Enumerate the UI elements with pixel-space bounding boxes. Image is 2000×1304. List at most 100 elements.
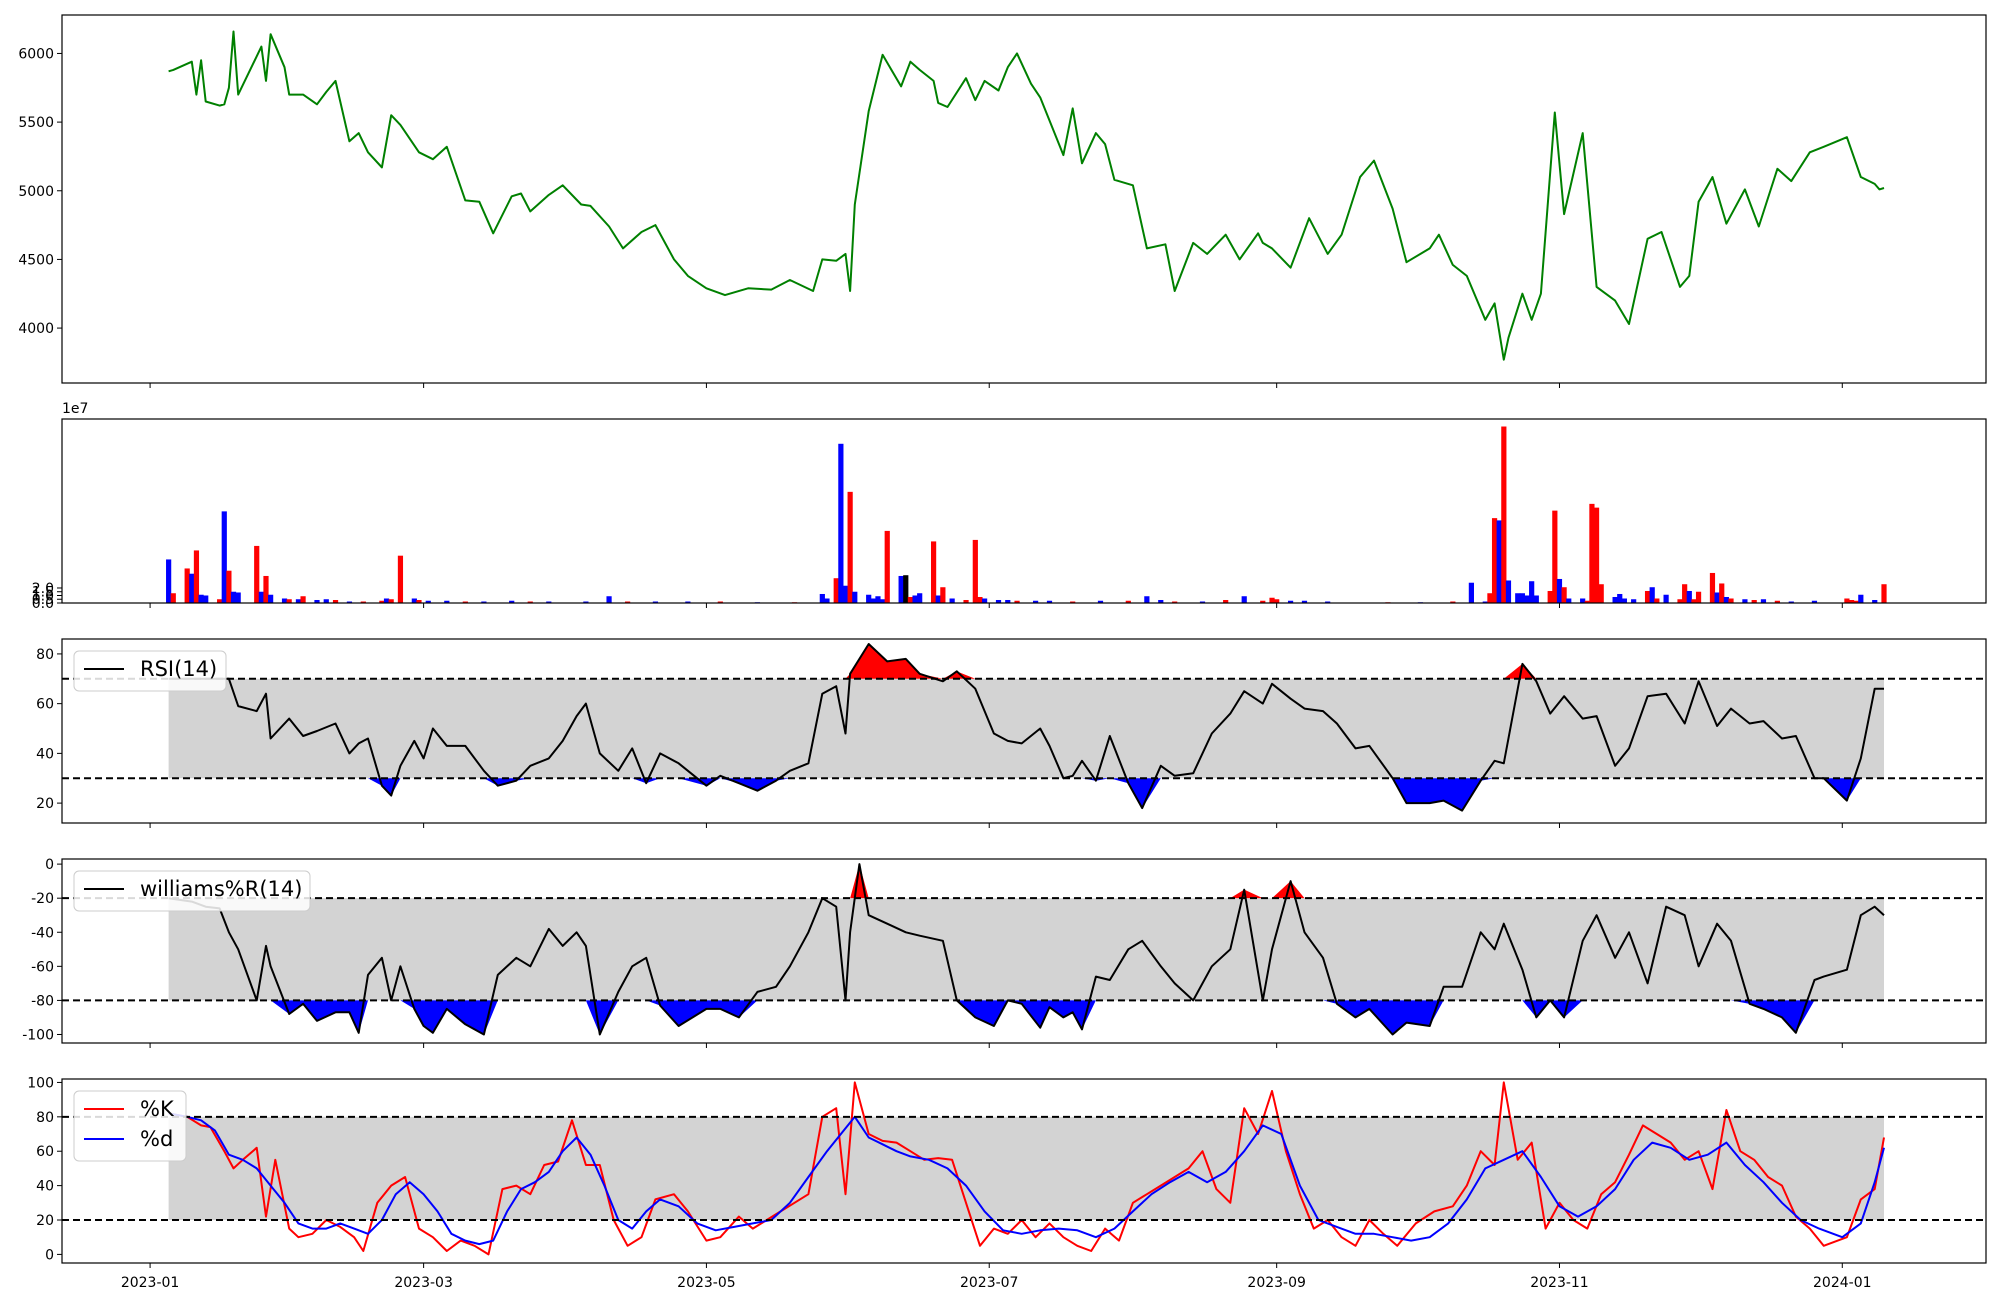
volume-bar (1274, 599, 1280, 603)
volume-bar (1593, 507, 1600, 603)
volume-bar (1223, 599, 1229, 603)
volume-bar (940, 587, 946, 603)
legend-label: RSI(14) (140, 657, 217, 681)
volume-bar (1631, 599, 1637, 603)
volume-bar (189, 573, 195, 603)
legend: %K %d (73, 1090, 187, 1162)
volume-bar (281, 598, 288, 603)
band-fill (168, 678, 1885, 779)
volume-bar (1788, 601, 1794, 603)
y-tick-label: 80 (36, 647, 54, 663)
volume-bar (625, 601, 631, 603)
volume-bar (972, 539, 978, 603)
volume-bar (1774, 600, 1780, 603)
volume-bar (263, 575, 269, 603)
volume-bar (1589, 503, 1595, 603)
volume-bar (1881, 584, 1887, 603)
volume-bar (1468, 582, 1474, 603)
overbought-fill (850, 864, 1305, 899)
volume-bar (1552, 510, 1558, 603)
axes-frame (61, 14, 1987, 384)
volume-bar (898, 575, 904, 603)
y-tick-label: -40 (31, 925, 54, 941)
volume-bar (509, 600, 515, 603)
volume-bar (1487, 593, 1493, 603)
volume-bar (295, 599, 302, 603)
volume-bar (879, 599, 886, 603)
y-tick-label: 1.5 (32, 585, 54, 601)
volume-bar (1872, 599, 1878, 603)
volume-bar (1070, 601, 1076, 603)
volume-bar (184, 568, 190, 603)
y-tick-label: 5500 (18, 115, 54, 131)
volume-bar (1491, 518, 1498, 603)
x-tick-label: 2023-09 (1247, 1275, 1306, 1291)
volume-bar (226, 570, 232, 603)
volume-bar (1325, 601, 1331, 603)
y-tick-label: 0.0 (32, 596, 54, 612)
volume-bar (1751, 599, 1757, 603)
y-tick-label: 40 (36, 1179, 54, 1195)
volume-bar (1125, 600, 1131, 603)
volume-bar (606, 596, 612, 603)
volume-bar (332, 599, 339, 603)
axes-frame (61, 1078, 1987, 1264)
y-tick-label: 100 (27, 1075, 54, 1091)
x-tick-label: 2023-07 (960, 1275, 1019, 1291)
volume-bar (1677, 599, 1683, 603)
volume-bar (1269, 597, 1275, 603)
volume-bar (847, 491, 853, 603)
volume-bar (1014, 600, 1020, 603)
band-fill (168, 898, 1885, 1001)
volume-bar (416, 599, 422, 603)
volume-bar (1533, 595, 1539, 603)
volume-bar (1621, 598, 1627, 603)
volume-bar (935, 595, 941, 603)
volume-bar (383, 598, 390, 603)
volume-bar (1287, 600, 1294, 603)
volume-bar (1005, 599, 1011, 603)
volume-bar (1848, 599, 1855, 603)
volume-bar (314, 599, 320, 603)
volume-bar (819, 593, 825, 603)
volume-bar (388, 599, 394, 603)
volume-bar (1811, 600, 1818, 603)
volume-bar (1580, 598, 1586, 603)
y-tick-label: 1.0 (32, 588, 54, 604)
volume-bar (254, 545, 260, 603)
volume-bar (397, 555, 404, 603)
y-tick-label: 80 (36, 1110, 54, 1126)
volume-bar (583, 601, 589, 603)
volume-bar (875, 596, 881, 603)
y-tick-label: 4500 (18, 252, 54, 268)
volume-bar (884, 530, 890, 603)
y-tick-label: 20 (36, 1213, 54, 1229)
volume-bar (963, 599, 969, 603)
volume-bar (300, 596, 306, 603)
volume-bar (1241, 596, 1247, 603)
volume-bar (1695, 591, 1702, 603)
y-tick-label: 0 (45, 857, 54, 873)
volume-bar (1496, 520, 1502, 603)
legend-box (73, 650, 227, 692)
volume-bar (1853, 600, 1859, 603)
y-tick-label: -80 (31, 993, 54, 1009)
volume-bar (1649, 587, 1655, 603)
y-tick-label: 60 (36, 1144, 54, 1160)
legend-box (73, 870, 311, 912)
y-tick-label: 5000 (18, 184, 54, 200)
volume-bar (1728, 598, 1734, 603)
legend: RSI(14) (73, 650, 227, 692)
x-tick-label: 2023-11 (1530, 1275, 1589, 1291)
volume-bar (1760, 599, 1767, 603)
stoch-panel: 0 20 40 60 80 100 %K %d 2023-01 2023-03 2023-05 202… (27, 1075, 1987, 1291)
volume-bar (346, 601, 353, 603)
legend-label: %K (140, 1097, 175, 1121)
volume-bar (842, 585, 849, 603)
legend-label: %d (140, 1127, 173, 1151)
y-tick-label: 40 (36, 746, 54, 762)
y-tick-label: 20 (36, 796, 54, 812)
axis-offset-label: 1e7 (62, 401, 88, 417)
volume-bar (1682, 584, 1688, 603)
